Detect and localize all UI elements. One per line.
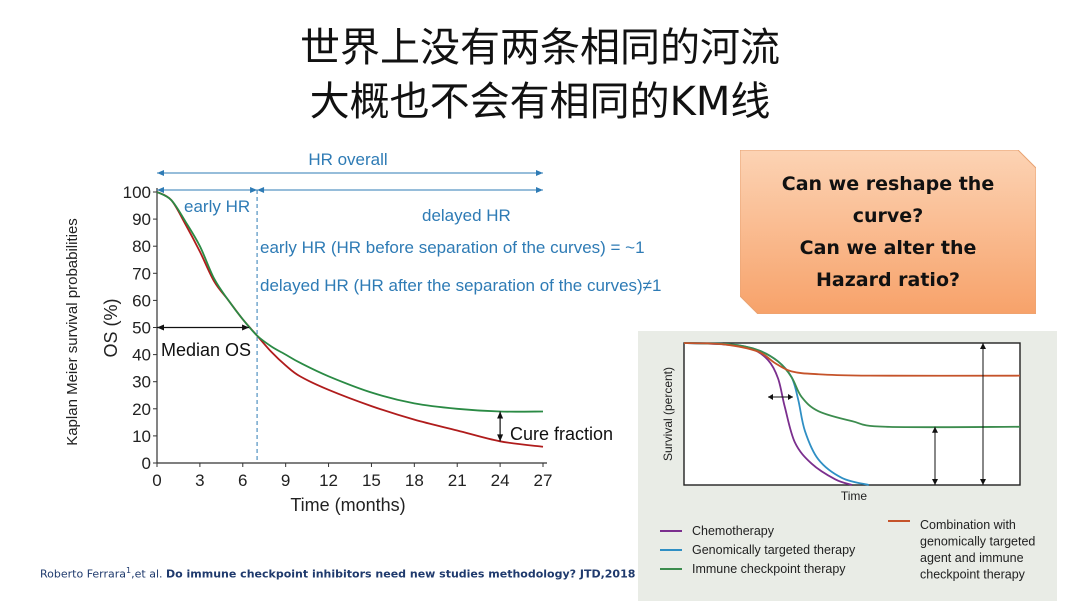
y-tick-label: 10 [132,427,151,446]
cure-fraction-label: Cure fraction [510,424,613,444]
x-tick-label: 24 [491,471,510,490]
outer-axis-label: Kaplan Meier survival probabilities [64,218,81,446]
hr-overall-arrowhead-left [157,170,164,176]
legend-combination-label-line: Combination with [920,518,1016,532]
delayed-hr-definition: delayed HR (HR after the separation of t… [260,276,661,295]
inset-combination-arrowhead-top [980,343,986,349]
hr-overall-arrowhead-right [536,170,543,176]
callout-line-3: Can we alter the [799,237,977,259]
citation-sup: 1 [126,566,132,575]
cure-fraction-arrowhead-bottom [497,434,504,442]
inset-x-axis-title: Time [841,489,868,503]
callout-line-4: Hazard ratio? [815,269,961,291]
delayed-hr-arrowhead-right [536,187,543,193]
cure-fraction-arrowhead-top [497,411,504,419]
inset-plot-frame [683,342,1021,486]
legend-chemotherapy-label: Chemotherapy [692,524,775,538]
median-os-arrowhead-left [157,324,164,331]
x-tick-label: 0 [152,471,161,490]
callout-line-2: curve? [852,205,924,227]
inset-gap-arrowhead-left [768,393,773,400]
early-hr-label: early HR [184,197,250,216]
y-tick-label: 60 [132,291,151,310]
early-hr-arrowhead-right [250,187,258,193]
y-tick-label: 90 [132,210,151,229]
y-axis-title: OS (%) [101,298,121,357]
citation: Roberto Ferrara1,et al. Do immune checkp… [40,566,635,581]
citation-title: Do immune checkpoint inhibitors need new… [166,567,636,581]
km-curve-green [156,191,544,413]
x-tick-label: 3 [195,471,204,490]
delayed-hr-label: delayed HR [422,206,511,225]
slide-title-line2: 大概也不会有相同的KM线 [309,79,771,125]
callout-line-1: Can we reshape the [781,173,995,195]
km-curve-red [156,191,544,448]
inset-y-axis-title: Survival (percent) [661,367,675,461]
early-hr-definition: early HR (HR before separation of the cu… [260,238,645,257]
x-tick-label: 12 [319,471,338,490]
y-tick-label: 70 [132,264,151,283]
x-tick-label: 9 [281,471,290,490]
x-axis-title: Time (months) [290,495,405,515]
inset-immune-arrowhead-bottom [932,479,938,485]
median-os-arrowhead-right [242,324,250,331]
legend-combination-label-line: agent and immune [920,551,1024,565]
inset-gap-arrowhead-right [788,393,793,400]
delayed-hr-arrowhead-left [257,187,265,193]
legend-combination-label-line: checkpoint therapy [920,568,1026,582]
inset-immune-arrowhead-top [932,426,938,433]
legend-combination-label-line: genomically targeted [920,535,1035,549]
inset-chart-panel: Survival (percent) Time Chemotherapy Genom… [638,331,1057,601]
legend-targeted-therapy-label: Genomically targeted therapy [692,543,856,557]
y-tick-label: 0 [142,454,151,473]
x-tick-label: 21 [448,471,467,490]
x-tick-label: 27 [534,471,553,490]
early-hr-arrowhead-left [157,187,164,193]
hr-overall-label: HR overall [308,150,387,169]
x-tick-label: 18 [405,471,424,490]
y-tick-label: 40 [132,346,151,365]
inset-curve-combination [683,342,1021,377]
y-tick-label: 20 [132,400,151,419]
legend-immune-checkpoint-label: Immune checkpoint therapy [692,562,846,576]
citation-etal: ,et al. [131,567,163,581]
y-tick-label: 50 [132,319,151,338]
y-tick-label: 100 [123,183,151,202]
inset-combination-arrowhead-bottom [980,479,986,485]
y-tick-label: 30 [132,373,151,392]
inset-survival-chart: Survival (percent) Time Chemotherapy Genom… [660,342,1035,582]
median-os-label: Median OS [161,340,251,360]
citation-authors: Roberto Ferrara [40,567,127,581]
inset-curve-immune [683,342,1021,429]
x-tick-label: 15 [362,471,381,490]
y-tick-label: 80 [132,237,151,256]
slide-title-line1: 世界上没有两条相同的河流 [300,25,780,71]
x-tick-label: 6 [238,471,247,490]
callout-box: Can we reshape the curve? Can we alter t… [740,150,1036,314]
km-main-chart: 0 10 20 30 40 50 60 70 80 90 100 0 3 6 9 12 15 18 21 24 27 Ti… [64,150,661,515]
